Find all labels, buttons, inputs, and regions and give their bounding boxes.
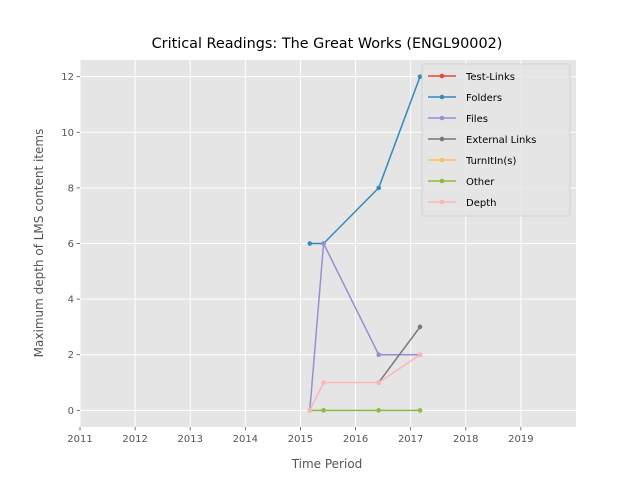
- data-point-folders: [307, 241, 313, 246]
- data-point-depth: [417, 352, 423, 358]
- data-point-other: [321, 408, 326, 413]
- x-axis-label: Time Period: [291, 457, 363, 471]
- legend-label: Other: [466, 177, 495, 188]
- legend-swatch-marker: [439, 136, 445, 142]
- data-point-depth: [321, 380, 326, 385]
- legend-label: Test-Links: [465, 72, 515, 83]
- y-tick-label: 10: [61, 128, 74, 139]
- data-point-folders: [376, 185, 382, 191]
- x-tick-label: 2019: [508, 434, 533, 445]
- chart-title: Critical Readings: The Great Works (ENGL…: [152, 36, 503, 52]
- legend-label: TurnItIn(s): [465, 156, 516, 167]
- x-tick-label: 2018: [453, 434, 478, 445]
- series-line-depth: [309, 354, 421, 411]
- x-tick-label: 2017: [398, 434, 423, 445]
- y-tick-label: 8: [68, 183, 74, 194]
- x-tick-label: 2013: [177, 434, 202, 445]
- x-tick-label: 2014: [233, 434, 258, 445]
- data-point-files: [376, 352, 382, 358]
- data-point-depth: [307, 408, 313, 413]
- series-layer: [307, 74, 423, 413]
- data-point-folders: [417, 74, 423, 79]
- legend-swatch-marker: [439, 157, 445, 163]
- legend-swatch-marker: [439, 73, 445, 79]
- x-tick-label: 2016: [343, 434, 368, 445]
- data-point-other: [376, 408, 382, 413]
- legend-label: Depth: [466, 198, 496, 209]
- y-tick-label: 2: [68, 350, 74, 361]
- y-tick-label: 6: [68, 239, 74, 250]
- legend-label: External Links: [466, 135, 536, 146]
- x-tick-label: 2012: [122, 434, 147, 445]
- series-depth: [307, 352, 423, 413]
- data-point-other: [417, 408, 423, 413]
- legend-swatch-marker: [439, 94, 445, 100]
- legend-swatch-marker: [439, 178, 445, 184]
- series-line-external-links: [378, 326, 421, 383]
- data-point-depth: [376, 380, 382, 385]
- legend-box: [421, 63, 571, 217]
- tick-layer: 2011 2012 2013 2014 2015 2016 2017 2018 2019 0 2 4 6…: [61, 72, 533, 445]
- y-tick-label: 4: [68, 295, 74, 306]
- x-tick-label: 2011: [67, 434, 92, 445]
- data-point-files: [321, 241, 326, 246]
- legend-swatch-marker: [439, 199, 445, 205]
- y-axis-label: Maximum depth of LMS content items: [32, 129, 46, 358]
- legend: Test-Links Folders Files External Links Turn…: [421, 63, 571, 217]
- legend-swatch-marker: [439, 115, 445, 121]
- y-tick-label: 12: [61, 72, 74, 83]
- legend-label: Folders: [466, 93, 502, 104]
- legend-label: Files: [466, 114, 488, 125]
- series-line-folders: [309, 76, 421, 245]
- x-tick-label: 2015: [288, 434, 313, 445]
- y-tick-label: 0: [68, 406, 74, 417]
- data-point-external-links: [417, 324, 423, 330]
- series-other: [307, 408, 423, 413]
